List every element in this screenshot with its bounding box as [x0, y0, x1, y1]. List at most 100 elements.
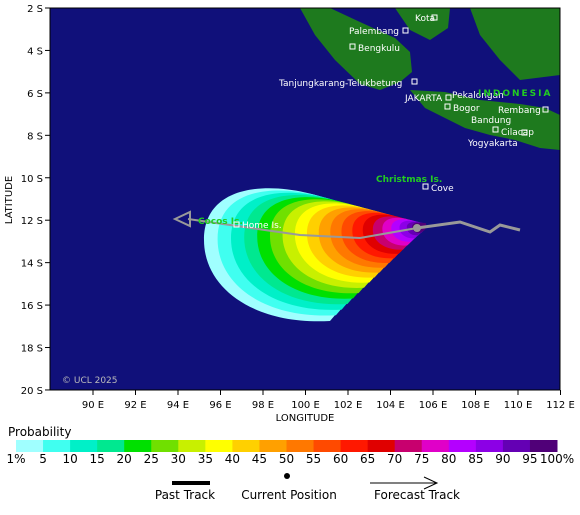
key-label: Forecast Track — [374, 488, 460, 502]
place: Kota — [415, 14, 435, 24]
x-tick-label: 112 E — [546, 400, 575, 411]
colorbar-cell — [340, 440, 369, 452]
y-axis-label: LATITUDE — [4, 176, 15, 224]
colorbar-cell — [367, 440, 396, 452]
colorbar-label: 65 — [360, 452, 375, 466]
place: Rembang — [498, 106, 541, 116]
current-position — [413, 224, 421, 232]
colorbar-label: 30 — [171, 452, 186, 466]
legend-title: Probability — [8, 425, 71, 439]
colorbar-label: 80 — [441, 452, 456, 466]
x-tick-label: 90 E — [82, 400, 104, 411]
colorbar-cell — [286, 440, 315, 452]
past-track — [187, 218, 418, 240]
x-tick-label: 96 E — [209, 400, 231, 411]
colorbar-label: 55 — [306, 452, 321, 466]
place: Yogyakarta — [467, 139, 518, 149]
colorbar-label: 85 — [468, 452, 483, 466]
country-label: INDONESIA — [478, 89, 552, 99]
colorbar-cell — [124, 440, 152, 452]
colorbar-label: 60 — [333, 452, 348, 466]
town-marker — [402, 27, 409, 34]
colorbar-cell — [178, 440, 206, 452]
y-tick-label: 20 S — [21, 386, 43, 397]
island-label: Cocos Is. — [198, 217, 243, 227]
colorbar-label: 75 — [414, 452, 429, 466]
colorbar-cell — [529, 440, 558, 452]
colorbar-cell — [259, 440, 287, 452]
y-tick-label: 2 S — [27, 4, 43, 15]
town-marker — [422, 183, 429, 190]
y-tick-label: 6 S — [27, 89, 43, 100]
x-tick-label: 104 E — [376, 400, 405, 411]
x-tick-label: 108 E — [461, 400, 490, 411]
y-tick-label: 10 S — [21, 174, 43, 185]
colorbar-cell — [475, 440, 504, 452]
colorbar-cell — [16, 440, 44, 452]
x-tick-label: 94 E — [167, 400, 189, 411]
colorbar-cell — [313, 440, 342, 452]
x-tick-label: 102 E — [334, 400, 363, 411]
town-marker — [349, 43, 356, 50]
colorbar-label: 50 — [279, 452, 294, 466]
current-position-key — [284, 473, 290, 479]
place: Cilacap — [501, 128, 534, 138]
town-marker — [233, 221, 240, 228]
town-marker — [492, 126, 499, 133]
town-marker — [521, 129, 528, 136]
colorbar-cell — [421, 440, 450, 452]
place: Cove — [431, 184, 454, 194]
colorbar-cell — [448, 440, 477, 452]
colorbar-label: 95 — [522, 452, 537, 466]
town-marker — [411, 78, 418, 85]
town-marker — [542, 106, 549, 113]
copyright: © UCL 2025 — [62, 376, 118, 386]
colorbar-label: 20 — [117, 452, 132, 466]
y-tick-label: 16 S — [21, 301, 43, 312]
x-tick-label: 110 E — [504, 400, 533, 411]
colorbar-cell — [70, 440, 98, 452]
y-tick-label: 18 S — [21, 344, 43, 355]
colorbar-label: 10 — [62, 452, 77, 466]
key-label: Past Track — [155, 488, 215, 502]
key-label: Current Position — [241, 488, 337, 502]
colorbar-label: 100% — [540, 452, 574, 466]
town-marker — [444, 103, 451, 110]
x-tick-label: 92 E — [124, 400, 146, 411]
colorbar-label: 45 — [252, 452, 267, 466]
y-tick-label: 4 S — [27, 46, 43, 57]
town-marker — [445, 94, 452, 101]
place: JAKARTA — [404, 94, 443, 104]
tracks — [172, 210, 521, 240]
colorbar-cell — [43, 440, 71, 452]
colorbar-label: 25 — [144, 452, 159, 466]
colorbar-label: 90 — [495, 452, 510, 466]
colorbar-cell — [97, 440, 125, 452]
place: Tanjungkarang-Telukbetung — [278, 79, 402, 89]
colorbar-label: 1% — [6, 452, 25, 466]
forecast-arrow-key — [423, 476, 439, 490]
colorbar-cell — [502, 440, 531, 452]
place: Bengkulu — [358, 44, 400, 54]
colorbar-label: 5 — [39, 452, 47, 466]
colorbar-cell — [232, 440, 260, 452]
colorbar-label: 40 — [225, 452, 240, 466]
x-tick-label: 98 E — [252, 400, 274, 411]
y-tick-label: 12 S — [21, 216, 43, 227]
colorbar-label: 35 — [198, 452, 213, 466]
track-arrow — [172, 210, 191, 228]
forecast-track — [416, 220, 521, 234]
y-tick-label: 8 S — [27, 131, 43, 142]
place: Home Is. — [242, 221, 282, 231]
colorbar-label: 70 — [387, 452, 402, 466]
places: Kota Palembang Bengkulu Tanjungkarang-Te… — [198, 14, 552, 231]
y-tick-label: 14 S — [21, 259, 43, 270]
probability-field — [204, 188, 427, 322]
place: Palembang — [349, 27, 399, 37]
colorbar-cell — [394, 440, 423, 452]
x-tick-label: 100 E — [291, 400, 320, 411]
island-label: Christmas Is. — [376, 175, 442, 185]
colorbar-cell — [151, 440, 179, 452]
town-marker — [431, 14, 438, 21]
